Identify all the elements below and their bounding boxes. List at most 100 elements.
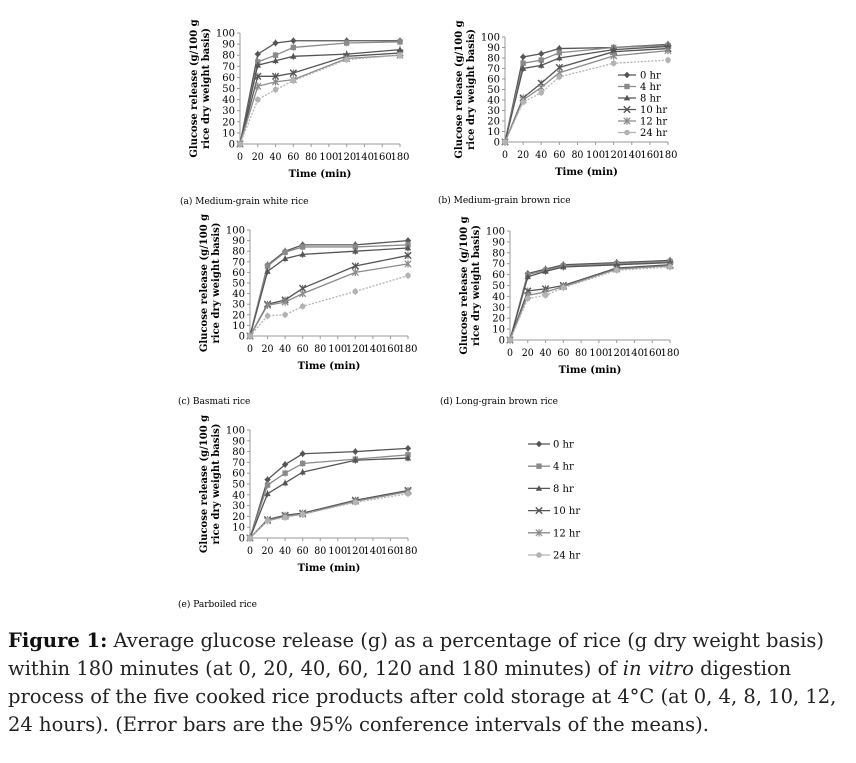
x-axis-title: Time (min)	[298, 361, 361, 372]
x-tick-label: 40	[279, 344, 291, 355]
data-point	[520, 60, 526, 66]
series-line	[239, 54, 401, 145]
data-point	[352, 448, 359, 455]
series-line	[504, 44, 669, 143]
data-point	[281, 479, 289, 486]
y-tick-label: 0	[239, 534, 245, 545]
legend-label: 12 hr	[640, 117, 667, 128]
data-point	[281, 255, 289, 262]
data-point	[405, 272, 411, 279]
data-point	[272, 57, 279, 64]
y-tick-label: 40	[492, 292, 505, 303]
data-point	[556, 50, 563, 56]
y-axis-title-line1: Glucose release (g/100 g	[459, 216, 470, 354]
x-tick-label: 40	[535, 150, 547, 161]
data-point	[282, 312, 288, 318]
data-point	[264, 517, 271, 524]
series-line	[249, 244, 409, 337]
x-tick-label: 120	[607, 348, 626, 359]
data-point	[665, 57, 671, 63]
x-tick-label: 120	[346, 546, 365, 557]
data-point	[667, 264, 673, 270]
data-point	[264, 482, 271, 488]
x-tick-label: 100	[328, 546, 347, 557]
data-point	[524, 295, 531, 302]
data-point	[282, 249, 288, 255]
y-tick-label: 30	[222, 106, 235, 117]
series-line	[249, 247, 409, 337]
legend-label: 10 hr	[553, 506, 580, 517]
data-point	[254, 61, 261, 68]
data-point	[556, 54, 563, 61]
data-point	[264, 263, 271, 269]
x-tick-label: 180	[399, 546, 418, 557]
series-24-hr	[237, 51, 403, 147]
data-point	[289, 69, 298, 77]
x-tick-label: 100	[319, 152, 338, 163]
data-point	[397, 52, 403, 58]
y-tick-label: 10	[222, 128, 235, 139]
x-tick-label: 60	[297, 344, 309, 355]
y-axis-title-line2: rice dry weight basis)	[466, 29, 477, 150]
figure-caption: Figure 1: Average glucose release (g) as…	[8, 627, 850, 739]
series-24-hr	[507, 263, 673, 343]
data-point	[237, 141, 243, 147]
x-tick-label: 160	[373, 152, 392, 163]
y-tick-label: 80	[232, 247, 245, 258]
data-point	[281, 298, 289, 306]
data-point	[613, 267, 620, 274]
series-10-hr	[246, 251, 412, 340]
data-point	[610, 52, 618, 60]
series-line	[504, 59, 669, 143]
data-point	[556, 74, 563, 80]
series-0-hr	[246, 444, 412, 542]
data-point	[343, 56, 350, 63]
data-point	[299, 468, 306, 475]
y-tick-label: 50	[232, 279, 245, 290]
data-point	[405, 490, 411, 497]
data-point	[299, 511, 306, 518]
data-point	[352, 288, 359, 295]
x-tick-label: 100	[589, 348, 608, 359]
y-tick-label: 50	[492, 281, 505, 292]
y-tick-label: 30	[492, 303, 505, 314]
x-tick-label: 160	[640, 150, 659, 161]
legend-marker	[536, 463, 542, 469]
series-line	[509, 261, 671, 341]
y-tick-label: 80	[222, 51, 235, 62]
y-tick-label: 70	[487, 64, 500, 75]
series-line	[504, 45, 669, 143]
y-tick-label: 70	[232, 257, 245, 268]
x-tick-label: 180	[399, 344, 418, 355]
data-point	[299, 450, 306, 457]
x-tick-label: 40	[540, 348, 552, 359]
y-axis-title-line1: Glucose release (g/100 g	[199, 214, 210, 352]
data-point	[299, 460, 306, 467]
data-point	[264, 490, 271, 497]
data-point	[282, 470, 288, 476]
data-point	[299, 244, 306, 250]
y-axis-title-line1: Glucose release (g/100 g	[454, 20, 465, 158]
data-point	[397, 39, 403, 45]
y-tick-label: 100	[481, 33, 500, 44]
series-8-hr	[506, 259, 674, 343]
series-line	[249, 263, 409, 337]
series-24-hr	[247, 272, 411, 339]
y-tick-label: 0	[494, 138, 500, 149]
data-point	[610, 60, 617, 67]
x-tick-label: 20	[262, 344, 274, 355]
data-point	[352, 499, 359, 506]
data-point	[264, 313, 271, 319]
legend-marker	[623, 71, 631, 79]
series-line	[509, 266, 671, 341]
series-line	[249, 454, 409, 539]
series-line	[239, 52, 401, 145]
legend-marker	[623, 117, 631, 125]
series-line	[509, 260, 671, 341]
y-tick-label: 20	[232, 310, 245, 321]
panel-caption: (c) Basmati rice	[178, 396, 250, 407]
data-point	[538, 57, 544, 63]
y-tick-label: 50	[232, 480, 245, 491]
series-8-hr	[246, 244, 412, 339]
